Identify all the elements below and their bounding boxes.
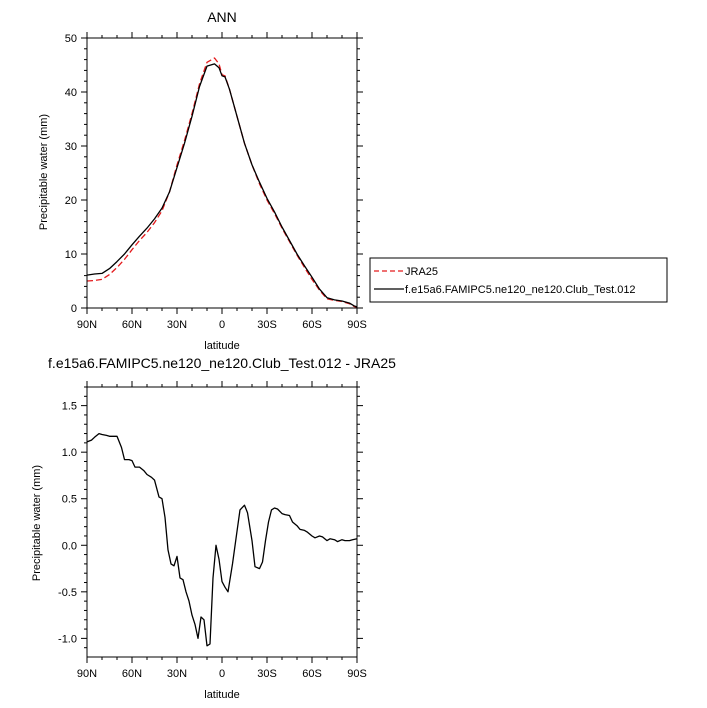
legend-label-model: f.e15a6.FAMIPC5.ne120_ne120.Club_Test.01…: [405, 284, 636, 296]
legend-box: [369, 257, 668, 303]
chart-top: ANN Precipitable water (mm) latitude 90N…: [38, 9, 367, 352]
x-tick-label: 0: [219, 668, 225, 680]
y-tick-label: 50: [65, 33, 77, 45]
axes-top: 90N 60N 30N 0 30S 60S 90S 0 10 20 30 40 50: [65, 32, 367, 331]
x-tick-label: 30S: [257, 668, 277, 680]
y-tick-label: -1.0: [58, 633, 77, 645]
x-axis-label-bottom: latitude: [204, 689, 239, 701]
x-tick-label: 30S: [257, 319, 277, 331]
x-tick-label: 60N: [122, 319, 142, 331]
x-axis-label-top: latitude: [204, 340, 239, 352]
y-tick-label: -0.5: [58, 587, 77, 599]
y-tick-label: 1.0: [62, 447, 77, 459]
y-tick-label: 0.0: [62, 540, 77, 552]
plot-frame-bottom: [86, 386, 358, 658]
legend-label-jra25: JRA25: [405, 266, 438, 278]
y-tick-label: 10: [65, 249, 77, 261]
y-axis-label-top: Precipitable water (mm): [38, 114, 50, 230]
x-tick-label: 30N: [167, 668, 187, 680]
x-tick-label: 90S: [347, 319, 367, 331]
y-axis-label-bottom: Precipitable water (mm): [31, 465, 43, 581]
legend: JRA25 f.e15a6.FAMIPC5.ne120_ne120.Club_T…: [369, 257, 668, 303]
x-tick-label: 30N: [167, 319, 187, 331]
x-tick-label: 90N: [77, 319, 97, 331]
x-tick-label: 60N: [122, 668, 142, 680]
x-tick-label: 90N: [77, 668, 97, 680]
y-tick-label: 0: [71, 303, 77, 315]
y-tick-label: 0.5: [62, 494, 77, 506]
plot-frame-top: [86, 37, 358, 309]
x-tick-label: 0: [219, 319, 225, 331]
chart-bottom: f.e15a6.FAMIPC5.ne120_ne120.Club_Test.01…: [31, 355, 396, 701]
axes-bottom: 90N 60N 30N 0 30S 60S 90S -1.0 -0.5 0.0 0.5 1.0 1.5: [58, 381, 367, 680]
x-tick-label: 90S: [347, 668, 367, 680]
series-group-top: [86, 57, 358, 309]
y-tick-label: 1.5: [62, 401, 77, 413]
series-line-0-0: [86, 57, 358, 309]
chart-title-bottom: f.e15a6.FAMIPC5.ne120_ne120.Club_Test.01…: [48, 355, 396, 371]
y-tick-label: 20: [65, 195, 77, 207]
series-group-bottom: [86, 432, 358, 647]
y-tick-label: 40: [65, 87, 77, 99]
y-tick-label: 30: [65, 141, 77, 153]
series-line-1-0: [86, 432, 358, 647]
x-tick-label: 60S: [302, 668, 322, 680]
series-line-0-1: [86, 63, 358, 308]
x-tick-label: 60S: [302, 319, 322, 331]
chart-title-top: ANN: [207, 9, 237, 25]
